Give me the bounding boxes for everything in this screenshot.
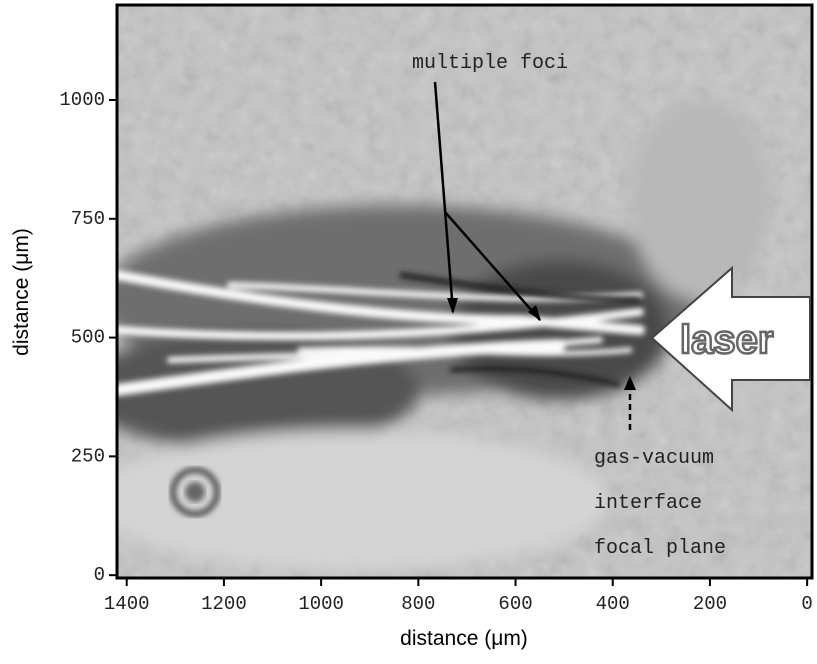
interface-label: focal plane [594,537,726,560]
foci-arrows [433,81,541,321]
laser-arrow [650,265,811,413]
x-tick-label: 200 [693,593,727,615]
foci-label: multiple foci [412,52,568,75]
x-tick-label: 1400 [104,593,150,615]
x-axis-label: distance (μm) [400,627,528,650]
interface-label: gas-vacuum [594,447,714,470]
x-tick-label: 1000 [298,593,344,615]
y-tick-label: 1000 [59,89,105,111]
y-tick-label: 500 [71,327,105,349]
x-tick-label: 800 [401,593,435,615]
interface-arrowhead [624,376,636,390]
x-tick-label: 0 [801,593,812,615]
x-tick-label: 400 [596,593,630,615]
x-tick-label: 1200 [201,593,247,615]
image [117,5,812,578]
interface-label: interface [594,492,702,515]
foci-arrowheads [447,298,541,321]
y-tick-label: 0 [94,564,105,586]
plot-frame [115,3,814,580]
x-tick-label: 600 [498,593,532,615]
laser-label: laser [680,318,773,362]
y-tick-label: 250 [71,445,105,467]
y-axis-label: distance (μm) [10,228,33,356]
y-tick-label: 750 [71,208,105,230]
